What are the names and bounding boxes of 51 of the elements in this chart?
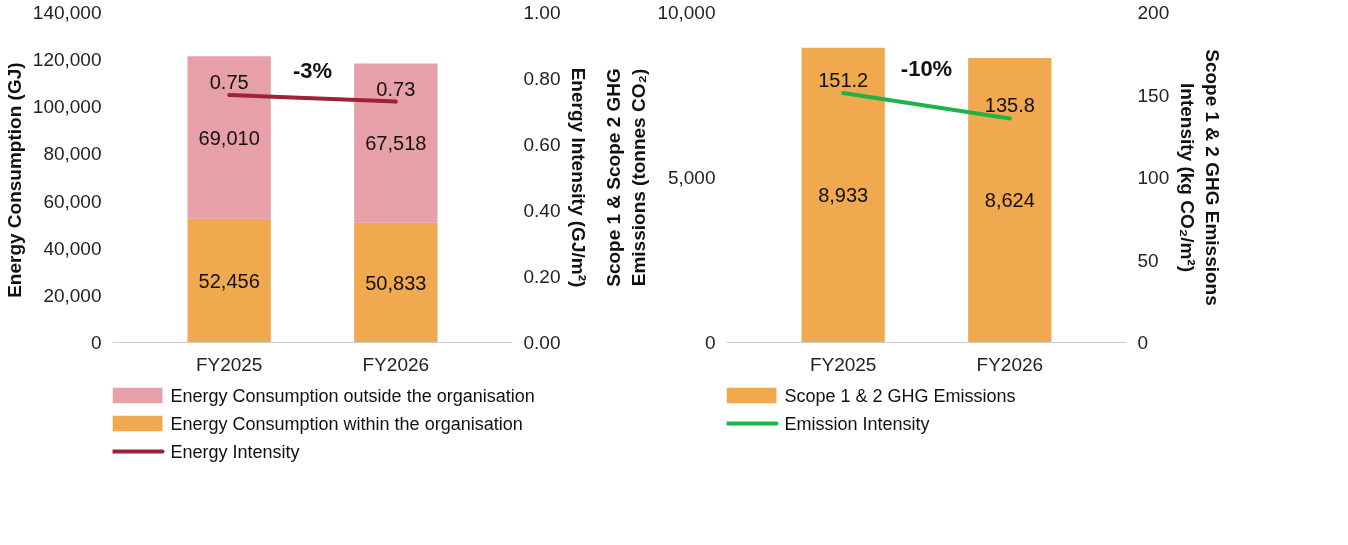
data-label: 8,933	[818, 184, 869, 207]
y2-axis-title: Scope 1 & 2 GHG Emissions Intensity (kg CO₂/m²)	[1177, 49, 1224, 306]
y-tick-label: 100,000	[32, 96, 102, 118]
y-axis-title: Energy Consumption (GJ)	[3, 62, 25, 298]
x-tick-label: FY2025	[195, 353, 263, 375]
data-label: 151.2	[818, 69, 869, 92]
y2-tick-label: 1.00	[523, 2, 561, 23]
legend-label: Energy Intensity	[170, 441, 300, 462]
x-tick-label: FY2026	[976, 353, 1044, 375]
y-axis-title: Scope 1 & Scope 2 GHG Emissions (tonnes CO₂)	[603, 68, 650, 287]
data-label: 8,624	[984, 189, 1035, 212]
y-tick-label: 5,000	[667, 167, 716, 188]
y2-tick-label: 150	[1137, 84, 1170, 106]
y2-tick-label: 0.40	[523, 200, 561, 221]
y2-axis-title: Energy Intensity (GJ/m²)	[568, 67, 590, 288]
bar	[354, 222, 438, 343]
data-label: 67,518	[365, 132, 427, 155]
data-label: 0.73	[376, 77, 416, 100]
bar	[187, 56, 271, 219]
legend-label: Emission Intensity	[784, 413, 930, 434]
data-label: 0.75	[209, 71, 249, 93]
legend-label: Energy Consumption within the organisation	[170, 413, 523, 434]
y2-tick-label: 200	[1137, 2, 1170, 23]
annotation: -10%	[900, 56, 953, 82]
y2-tick-label: 0.20	[523, 266, 561, 287]
bar	[187, 218, 271, 343]
data-label: 135.8	[984, 94, 1035, 117]
y-tick-label: 60,000	[43, 190, 102, 212]
legend-label: Energy Consumption outside the organisation	[170, 385, 535, 406]
y-tick-label: 0	[90, 332, 102, 353]
y2-tick-label: 100	[1137, 167, 1170, 188]
y-tick-label: 40,000	[43, 237, 102, 259]
y2-tick-label: 0.60	[523, 134, 561, 155]
annotation: -3%	[292, 58, 333, 83]
data-label: 69,010	[198, 126, 260, 149]
x-tick-label: FY2026	[362, 353, 430, 375]
data-label: 52,456	[198, 269, 260, 292]
y2-tick-label: 0.80	[523, 68, 561, 89]
y-tick-label: 80,000	[43, 143, 102, 165]
x-tick-label: FY2025	[809, 353, 877, 375]
y2-tick-label: 0.00	[523, 332, 561, 353]
y-tick-label: 10,000	[657, 2, 716, 23]
y2-tick-label: 0	[1137, 332, 1149, 353]
bar	[354, 63, 438, 223]
legend-label: Scope 1 & 2 GHG Emissions	[784, 385, 1016, 406]
y-tick-label: 120,000	[32, 49, 102, 71]
y-tick-label: 20,000	[43, 284, 102, 306]
y2-tick-label: 50	[1137, 249, 1159, 271]
y-tick-label: 0	[704, 332, 716, 353]
data-label: 50,833	[365, 271, 427, 294]
y-tick-label: 140,000	[32, 2, 102, 23]
